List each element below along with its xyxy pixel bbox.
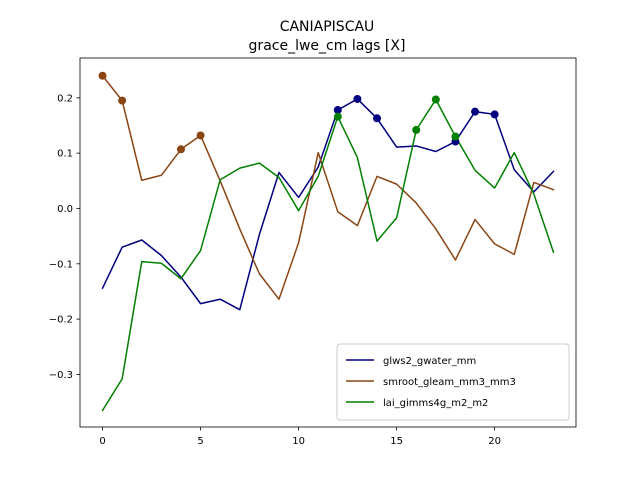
data-point-marker-0-13 xyxy=(353,94,362,103)
data-point-marker-2-17 xyxy=(431,95,440,104)
x-tick-label: 10 xyxy=(292,436,305,447)
data-point-marker-1-5 xyxy=(196,131,205,140)
axes: 0 5 10 15 20 −0.3 −0.2 −0.1 0.0 0.1 0.2 xyxy=(49,57,577,447)
y-tick-label: 0.2 xyxy=(57,93,73,104)
data-point-marker-2-16 xyxy=(412,125,421,134)
data-point-marker-0-14 xyxy=(373,114,382,123)
legend: glws2_gwater_mm smroot_gleam_mm3_mm3 lai_g… xyxy=(336,343,570,421)
x-tick-label: 0 xyxy=(99,436,105,447)
series-line-1 xyxy=(101,74,555,300)
chart-title: CANIAPISCAU xyxy=(280,19,375,35)
data-point-marker-2-12 xyxy=(333,112,342,121)
y-tick-label: −0.3 xyxy=(49,370,73,381)
data-point-marker-0-20 xyxy=(490,110,499,119)
plot-area xyxy=(98,71,555,412)
data-point-marker-1-1 xyxy=(118,96,127,105)
x-tick-label: 5 xyxy=(197,436,203,447)
y-tick-label: 0.0 xyxy=(57,204,73,215)
axes-frame xyxy=(79,57,577,428)
data-point-marker-1-4 xyxy=(176,145,185,154)
legend-label-2: lai_gimms4g_m2_m2 xyxy=(383,398,488,409)
y-tick-label: −0.2 xyxy=(49,315,73,326)
chart-subtitle: grace_lwe_cm lags [X] xyxy=(249,38,406,54)
data-point-marker-1-0 xyxy=(98,71,107,80)
x-tick-label: 15 xyxy=(390,436,403,447)
y-tick-label: 0.1 xyxy=(57,149,73,160)
legend-label-0: glws2_gwater_mm xyxy=(383,356,476,367)
x-tick-label: 20 xyxy=(488,436,501,447)
data-point-marker-0-12 xyxy=(333,106,342,115)
data-point-marker-0-19 xyxy=(471,107,480,116)
y-tick-label: −0.1 xyxy=(49,259,73,270)
legend-label-1: smroot_gleam_mm3_mm3 xyxy=(383,377,516,388)
series-line-2 xyxy=(101,98,555,412)
data-point-marker-2-18 xyxy=(451,132,460,141)
legend-box xyxy=(336,343,570,421)
